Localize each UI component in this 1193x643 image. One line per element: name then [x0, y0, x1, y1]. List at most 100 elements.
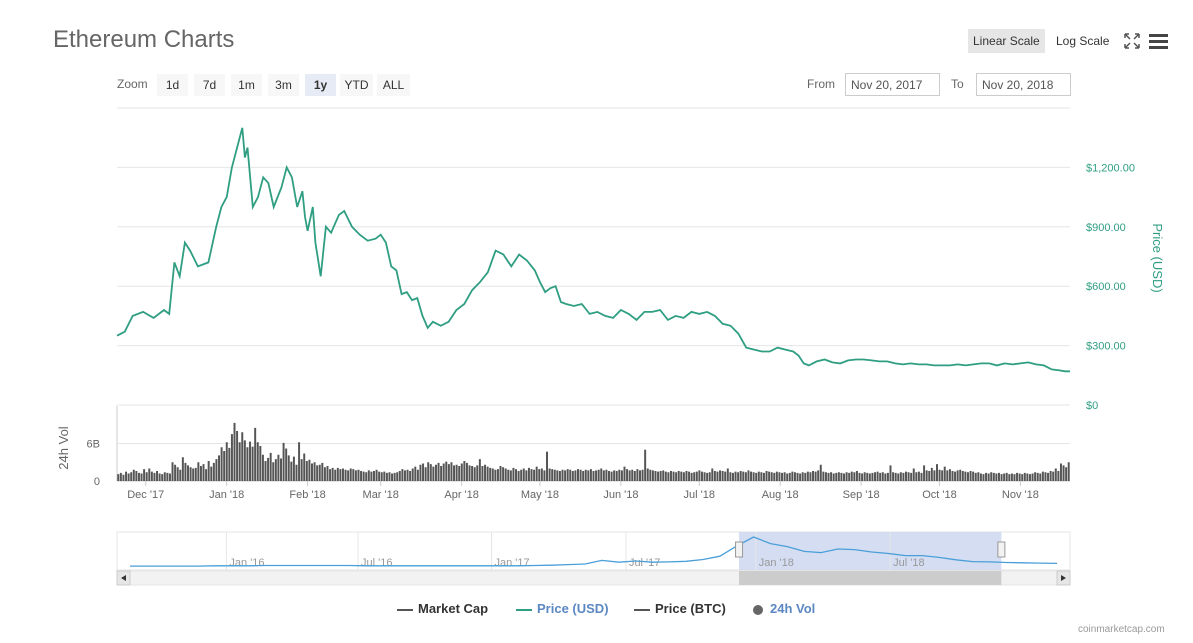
volume-bar	[194, 467, 197, 482]
volume-bar	[719, 470, 722, 482]
volume-bar	[770, 472, 773, 481]
volume-bar	[876, 471, 879, 482]
volume-bar	[778, 472, 781, 481]
volume-bar	[858, 472, 861, 482]
volume-bar	[207, 461, 210, 481]
zoom-all-button[interactable]: ALL	[377, 74, 410, 96]
volume-bar	[130, 472, 133, 481]
zoom-1d-button[interactable]: 1d	[157, 74, 188, 96]
volume-bar	[181, 457, 184, 481]
navigator-tick-label: Jan '18	[759, 557, 794, 569]
navigator-left-handle[interactable]	[735, 541, 744, 558]
menu-icon[interactable]	[1149, 33, 1168, 49]
volume-bar	[928, 471, 931, 481]
volume-bar	[378, 471, 381, 482]
volume-bar	[264, 461, 267, 481]
legend-item-price-usd[interactable]: Price (USD)	[516, 600, 609, 618]
volume-bar	[478, 459, 481, 482]
volume-bar	[367, 470, 370, 482]
zoom-1y-button[interactable]: 1y	[305, 74, 336, 96]
volume-bar	[551, 469, 554, 482]
log-scale-button[interactable]: Log Scale	[1056, 34, 1110, 48]
zoom-7d-button[interactable]: 7d	[194, 74, 225, 96]
legend-label: Price (BTC)	[655, 601, 726, 616]
volume-bar	[370, 471, 373, 482]
volume-bar	[874, 472, 876, 481]
volume-bar	[917, 471, 920, 482]
volume-bar	[879, 472, 882, 482]
volume-bar	[819, 464, 822, 481]
volume-bar	[752, 472, 755, 481]
volume-bar	[760, 472, 763, 481]
legend-item-24h-vol[interactable]: 24h Vol	[753, 600, 815, 618]
legend-item-price-btc[interactable]: Price (BTC)	[634, 600, 726, 618]
volume-bar	[990, 472, 993, 481]
volume-bar	[892, 472, 895, 481]
volume-bar	[695, 471, 698, 482]
volume-dot-icon	[753, 604, 763, 615]
volume-bar	[414, 466, 417, 482]
volume-bar	[429, 464, 432, 482]
volume-bar	[223, 451, 226, 481]
volume-bar	[902, 472, 905, 482]
volume-bar	[197, 462, 200, 481]
linear-scale-button[interactable]: Linear Scale	[968, 29, 1045, 53]
navigator-selection[interactable]	[739, 532, 1002, 570]
navigator-scrollbar-thumb[interactable]	[739, 571, 1002, 585]
navigator[interactable]: Jan '16 Jul '16 Jan '17 Jul '17 Jan '18 Jul '…	[116, 531, 1071, 586]
volume-bar	[422, 463, 425, 481]
volume-bar	[148, 468, 151, 481]
navigator-tick-label: Jul '16	[361, 557, 392, 569]
volume-bar	[812, 471, 815, 481]
x-tick-label: May '18	[521, 489, 559, 501]
volume-bar	[205, 469, 208, 482]
source-credit[interactable]: coinmarketcap.com	[1078, 624, 1165, 635]
volume-bar	[961, 471, 964, 481]
volume-bar	[489, 467, 492, 482]
volume-bar	[631, 469, 634, 481]
volume-bar	[267, 457, 270, 482]
volume-bar	[365, 472, 368, 481]
volume-bar	[398, 471, 401, 481]
volume-bar	[163, 472, 166, 481]
volume-bar	[768, 471, 771, 482]
volume-bar	[639, 470, 641, 482]
volume-bar	[799, 473, 802, 481]
zoom-ytd-button[interactable]: YTD	[340, 74, 373, 96]
volume-bar	[409, 471, 412, 481]
volume-bar	[158, 473, 161, 481]
volume-bar	[261, 454, 264, 481]
chart-area: $0 $300.00 $600.00 $900.00 $1,200.00 0 6B Dec…	[56, 107, 1165, 586]
volume-bar	[228, 447, 231, 482]
fullscreen-icon[interactable]	[1123, 32, 1141, 50]
to-date-input[interactable]	[976, 73, 1071, 96]
volume-bar	[385, 472, 388, 482]
volume-bar	[287, 455, 290, 482]
zoom-1m-button[interactable]: 1m	[231, 74, 262, 96]
volume-bar	[277, 454, 280, 481]
volume-bar	[664, 471, 667, 482]
legend-item-market-cap[interactable]: Market Cap	[397, 600, 488, 618]
volume-bar	[411, 468, 414, 481]
navigator-right-handle[interactable]	[997, 541, 1006, 558]
volume-bar	[840, 472, 843, 482]
volume-bar	[145, 472, 148, 481]
from-date-input[interactable]	[845, 73, 940, 96]
x-tick-label: Jul '18	[684, 489, 715, 501]
volume-bar	[419, 464, 422, 481]
volume-bar	[1054, 468, 1057, 481]
volume-bar	[298, 442, 301, 481]
x-tick-label: Feb '18	[289, 489, 325, 501]
volume-bar	[959, 469, 962, 481]
volume-bar	[827, 472, 830, 482]
volume-bar	[132, 469, 135, 481]
volume-bar	[303, 453, 306, 481]
volume-bar	[597, 469, 600, 481]
x-tick-label: Apr '18	[444, 489, 479, 501]
price-tick-label: $600.00	[1086, 281, 1126, 293]
volume-bar	[1039, 473, 1042, 481]
volume-bar	[985, 472, 988, 482]
volume-bar	[282, 442, 285, 482]
volume-bar	[156, 471, 159, 481]
zoom-3m-button[interactable]: 3m	[268, 74, 299, 96]
